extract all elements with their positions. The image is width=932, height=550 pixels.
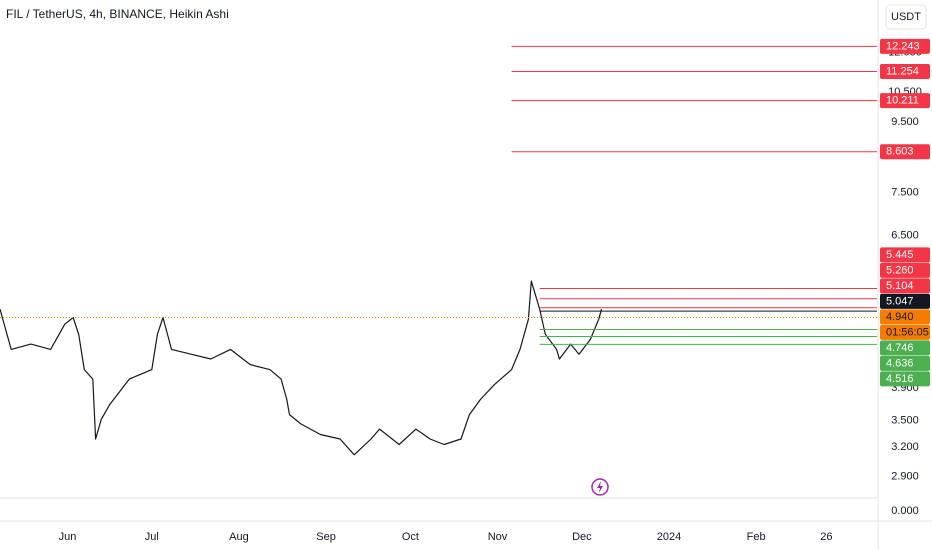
level-tag-label: 4.636 [886,357,914,369]
level-tag-box [880,293,930,309]
x-tick-label: Oct [402,531,419,543]
countdown-tag-box [880,324,930,340]
y-tick-label: 2.900 [891,471,919,483]
level-tag-label: 12.243 [886,40,920,52]
level-tag-label: 5.260 [886,264,914,276]
level-tag-label: 5.104 [886,280,914,292]
x-tick-label: Sep [316,531,336,543]
level-tag-box [880,340,930,356]
level-tag-box [880,262,930,278]
x-tick-label: Feb [747,531,766,543]
level-tag-box [880,38,930,54]
alert-icon[interactable] [591,478,609,496]
x-tick-label: Jul [145,531,159,543]
level-tag-label: 8.603 [886,146,914,158]
level-tag-label: 4.746 [886,342,914,354]
level-tag-box [880,93,930,109]
level-tag-label: 11.254 [886,65,919,77]
level-tag-box [880,355,930,371]
lower-pane-label: 0.000 [891,505,919,517]
currency-button[interactable]: USDT [885,4,927,30]
level-tag-box [880,144,930,160]
alert-icon-bolt[interactable] [597,481,603,493]
alert-icon-circle[interactable] [591,478,609,496]
currency-label[interactable]: USDT [891,11,921,23]
y-tick-label: 7.500 [891,187,919,199]
level-tag-box [880,278,930,294]
countdown-tag-label: 01:56:05 [886,326,929,338]
y-tick-label: 9.500 [891,116,919,128]
level-tag-box [880,64,930,80]
level-tag-label: 5.445 [886,249,914,261]
level-tag-label: 4.516 [886,373,914,385]
y-tick-label: 6.500 [891,229,919,241]
last-price-tag-box [880,309,930,325]
price-line [0,280,603,456]
level-tag-label: 10.211 [886,95,919,107]
x-tick-label: Jun [59,531,77,543]
x-tick-label: 26 [820,531,832,543]
level-tag-box [880,371,930,387]
level-tag-label: 5.047 [886,295,914,307]
currency-button-box[interactable] [885,4,927,30]
y-tick-label: 3.200 [891,441,919,453]
x-tick-label: 2024 [657,531,681,543]
last-price-tag-label: 4.940 [886,311,914,323]
x-tick-label: Dec [572,531,592,543]
x-tick-label: Aug [229,531,249,543]
chart-title: FIL / TetherUS, 4h, BINANCE, Heikin Ashi [6,7,229,21]
level-tag-box [880,247,930,263]
y-tick-label: 3.500 [891,414,919,426]
x-tick-label: Nov [488,531,508,543]
